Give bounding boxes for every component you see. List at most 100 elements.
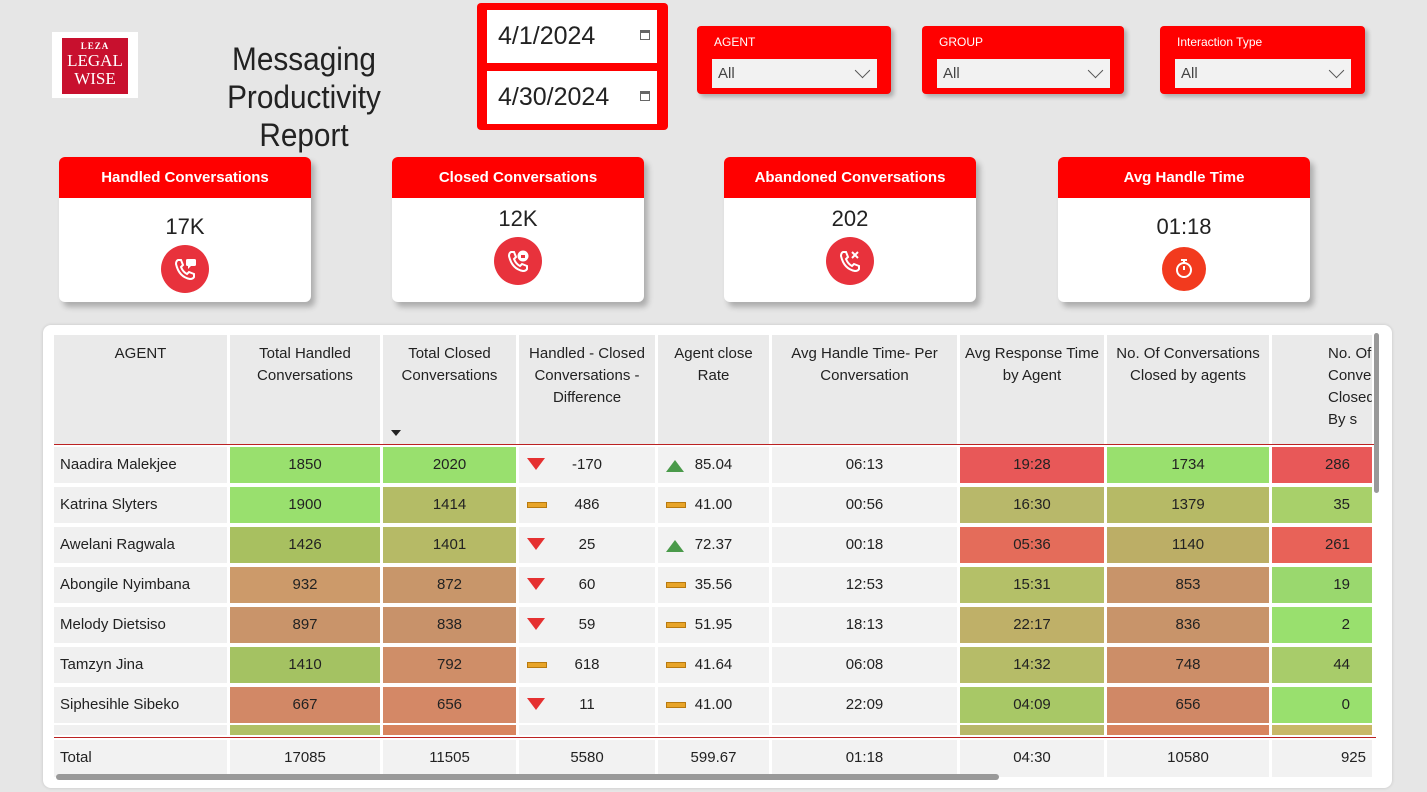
horizontal-scrollbar[interactable] <box>56 774 999 780</box>
interaction-type-dropdown-value: All <box>1181 65 1198 82</box>
handled-cell-value: 897 <box>292 616 318 633</box>
kpi-avg-handle-time: Avg Handle Time 01:18 <box>1058 157 1310 302</box>
closed-by-s-cell-value: 286 <box>1324 456 1350 473</box>
total-closed-by-s: 925 <box>1272 740 1372 777</box>
down-arrow-icon <box>527 538 545 550</box>
column-header-agent[interactable]: AGENT <box>54 335 227 444</box>
chevron-down-icon <box>854 62 871 79</box>
difference-cell: 59 <box>519 607 655 643</box>
closed-by-agents-cell: 1734 <box>1107 447 1269 483</box>
group-slicer-label: GROUP <box>939 35 984 49</box>
chevron-down-icon <box>1328 62 1345 79</box>
closed-by-s-cell-value: 0 <box>1341 696 1350 713</box>
column-header-closed-by-agents[interactable]: No. Of Conversations Closed by agents <box>1107 335 1269 444</box>
kpi-value: 01:18 <box>1156 214 1212 239</box>
logo-line1: LEZA <box>80 41 110 51</box>
closed-cell: 656 <box>383 687 516 723</box>
column-header-total-closed[interactable]: Total Closed Conversations <box>383 335 516 444</box>
interaction-type-slicer-label: Interaction Type <box>1177 35 1263 49</box>
closed-by-s-cell-value: 35 <box>1333 496 1350 513</box>
table-row[interactable]: Siphesihle Sibeko 667 656 11 41.00 22:09 04:09… <box>54 685 1376 725</box>
avg-response-time-cell-value: 04:09 <box>1013 696 1051 713</box>
agent-dropdown-value: All <box>718 65 735 82</box>
column-header-close-rate[interactable]: Agent close Rate <box>658 335 769 444</box>
closed-by-agents-cell: 656 <box>1107 687 1269 723</box>
agent-name-cell: Siphesihle Sibeko <box>54 687 227 723</box>
handled-cell-value: 1410 <box>288 656 322 673</box>
end-date-input[interactable]: 4/30/2024 <box>487 71 657 124</box>
closed-by-s-cell: 19 <box>1272 567 1372 603</box>
avg-handle-time-cell: 06:13 <box>772 447 957 483</box>
stopwatch-icon <box>1162 247 1206 291</box>
agent-name-cell: Naadira Malekjee <box>54 447 227 483</box>
group-dropdown[interactable]: All <box>937 59 1110 88</box>
table-row[interactable]: Katrina Slyters 1900 1414 486 41.00 00:56 16:3… <box>54 485 1376 525</box>
handled-cell: 1410 <box>230 647 380 683</box>
end-date-value: 4/30/2024 <box>498 83 610 111</box>
closed-cell-value: 656 <box>436 696 463 713</box>
table-row[interactable]: Tamzyn Jina 1410 792 618 41.64 06:08 14:32 748 4… <box>54 645 1376 685</box>
date-range-slicer: 4/1/2024 4/30/2024 <box>477 3 668 130</box>
total-difference: 5580 <box>519 740 655 777</box>
column-header-avg-handle-time[interactable]: Avg Handle Time- Per Conversation <box>772 335 957 444</box>
down-arrow-icon <box>527 618 545 630</box>
agent-name-cell-value: Abongile Nyimbana <box>60 576 191 593</box>
avg-response-time-cell: 16:30 <box>960 487 1104 523</box>
column-header-total-closed-label: Total Closed Conversations <box>401 345 498 384</box>
chevron-down-icon <box>1087 62 1104 79</box>
close-rate-cell: 41.00 <box>658 687 769 723</box>
column-header-avg-response-time[interactable]: Avg Response Time by Agent <box>960 335 1104 444</box>
closed-by-agents-cell-value: 748 <box>1175 656 1201 673</box>
avg-response-time-cell: 22:17 <box>960 607 1104 643</box>
avg-response-time-cell-value: 15:31 <box>1013 576 1051 593</box>
flat-indicator-icon <box>666 702 686 708</box>
handled-cell: 897 <box>230 607 380 643</box>
difference-cell: 618 <box>519 647 655 683</box>
table-row[interactable]: Abongile Nyimbana 932 872 60 35.56 12:53 15:31… <box>54 565 1376 605</box>
close-rate-cell-value: 85.04 <box>694 456 733 473</box>
group-dropdown-value: All <box>943 65 960 82</box>
close-rate-cell-value: 51.95 <box>694 616 733 633</box>
close-rate-cell-value: 41.00 <box>694 496 733 513</box>
group-slicer: GROUP All <box>922 26 1124 94</box>
table-header-row: AGENT Total Handled Conversations Total … <box>54 335 1376 445</box>
avg-handle-time-cell: 06:08 <box>772 647 957 683</box>
avg-handle-time-cell-value: 00:56 <box>845 496 884 513</box>
phone-chat-icon <box>161 245 209 293</box>
calendar-icon[interactable] <box>640 30 650 40</box>
start-date-input[interactable]: 4/1/2024 <box>487 10 657 63</box>
agent-name-cell-value: Naadira Malekjee <box>60 456 177 473</box>
column-header-closed-by-s[interactable]: No. Of Conversat Closed By s <box>1272 335 1372 444</box>
flat-indicator-icon <box>527 662 547 668</box>
logo-line3: WISE <box>74 69 116 88</box>
column-header-total-handled[interactable]: Total Handled Conversations <box>230 335 380 444</box>
company-logo: LEZA LEGAL WISE <box>52 32 138 98</box>
agent-name-cell-value: Katrina Slyters <box>60 496 158 513</box>
calendar-icon[interactable] <box>640 91 650 101</box>
flat-indicator-icon <box>666 582 686 588</box>
up-arrow-icon <box>666 540 684 552</box>
column-header-difference[interactable]: Handled - Closed Conversations - Differe… <box>519 335 655 444</box>
phone-cancel-icon <box>826 237 874 285</box>
interaction-type-dropdown[interactable]: All <box>1175 59 1351 88</box>
page-title-line2: Report <box>259 117 349 153</box>
logo-line2: LEGAL <box>67 51 123 70</box>
avg-handle-time-cell: 00:18 <box>772 527 957 563</box>
closed-by-agents-cell: 1140 <box>1107 527 1269 563</box>
agent-dropdown[interactable]: All <box>712 59 877 88</box>
table-row[interactable]: Awelani Ragwala 1426 1401 25 72.37 00:18 05:36… <box>54 525 1376 565</box>
closed-by-s-cell: 2 <box>1272 607 1372 643</box>
flat-indicator-icon <box>527 502 547 508</box>
table-row[interactable]: Naadira Malekjee 1850 2020 -170 85.04 06:13 19… <box>54 445 1376 485</box>
closed-by-s-cell: 35 <box>1272 487 1372 523</box>
closed-by-agents-cell: 748 <box>1107 647 1269 683</box>
closed-cell-value: 792 <box>436 656 463 673</box>
vertical-scrollbar[interactable] <box>1374 333 1379 493</box>
table-row[interactable]: Melody Dietsiso 897 838 59 51.95 18:13 22:17 83… <box>54 605 1376 645</box>
closed-cell-value: 1414 <box>432 496 467 513</box>
handled-cell-value: 1850 <box>288 456 322 473</box>
close-rate-cell-value: 41.64 <box>694 656 733 673</box>
sort-descending-icon[interactable] <box>391 430 401 436</box>
interaction-type-slicer: Interaction Type All <box>1160 26 1365 94</box>
close-rate-cell: 72.37 <box>658 527 769 563</box>
